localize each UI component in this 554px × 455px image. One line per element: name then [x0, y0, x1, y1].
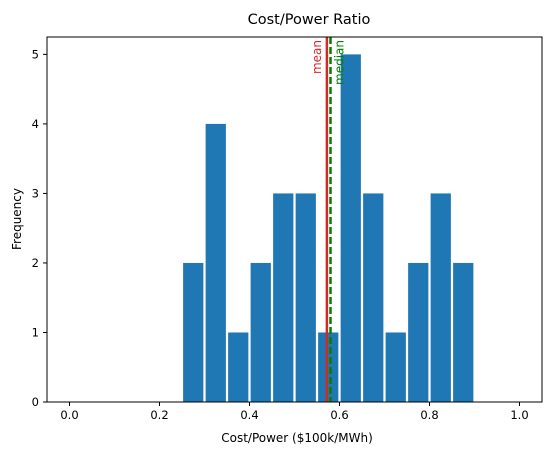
histogram-bar [453, 262, 474, 402]
histogram-bar [295, 193, 316, 402]
histogram-bar [250, 262, 271, 402]
x-tick-label: 0.4 [240, 408, 258, 422]
histogram-bar [340, 54, 361, 402]
chart-title: Cost/Power Ratio [248, 12, 371, 28]
median-label: median [333, 40, 347, 85]
bars [183, 54, 474, 403]
y-tick-label: 3 [32, 186, 39, 200]
y-tick-label: 5 [32, 47, 39, 61]
histogram-bar [385, 332, 406, 402]
histogram-bar [205, 123, 226, 403]
y-tick-label: 1 [32, 325, 39, 339]
x-axis-ticks: 0.0 0.2 0.4 0.6 0.8 1.0 [60, 402, 529, 422]
y-axis-label: Frequency [10, 188, 24, 250]
histogram-bar [318, 332, 339, 402]
x-axis-label: Cost/Power ($100k/MWh) [221, 431, 373, 445]
y-tick-label: 4 [32, 117, 39, 131]
x-tick-label: 0.2 [150, 408, 168, 422]
histogram-bar [408, 262, 429, 402]
x-tick-label: 0.8 [420, 408, 438, 422]
histogram-bar [430, 193, 451, 402]
reference-lines: mean median [310, 37, 347, 402]
x-tick-label: 0.0 [60, 408, 78, 422]
mean-label: mean [310, 40, 324, 74]
plot-frame [46, 36, 543, 403]
histogram-bar [363, 193, 384, 402]
x-tick-label: 1.0 [510, 408, 528, 422]
y-axis-ticks: 0 1 2 3 4 5 [32, 47, 47, 409]
histogram-bar [228, 332, 249, 402]
x-tick-label: 0.6 [330, 408, 348, 422]
y-tick-label: 0 [32, 395, 39, 409]
y-tick-label: 2 [32, 256, 39, 270]
histogram-bar [273, 193, 294, 402]
histogram-bar [183, 262, 204, 402]
